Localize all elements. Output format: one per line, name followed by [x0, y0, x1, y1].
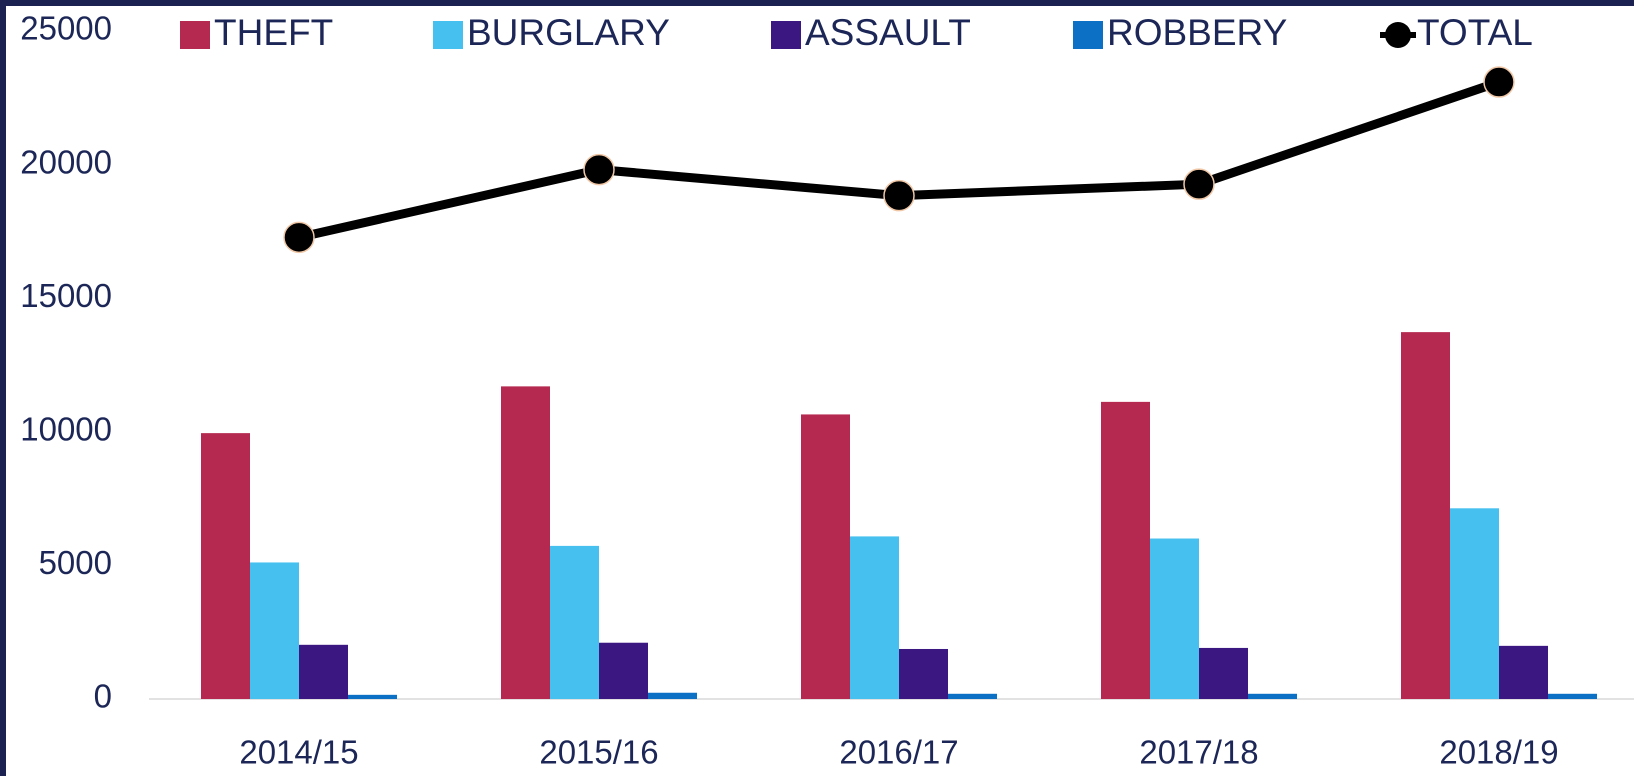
bar: [1450, 508, 1499, 699]
legend-label: TOTAL: [1417, 12, 1533, 53]
line-marker: [1483, 66, 1515, 98]
bar: [201, 433, 250, 699]
x-tick-label: 2017/18: [1139, 734, 1258, 771]
line-marker: [283, 221, 315, 254]
legend-label: ASSAULT: [805, 12, 971, 53]
bar: [850, 536, 899, 699]
y-tick-label: 20000: [20, 143, 112, 180]
bar: [501, 386, 550, 699]
bar: [1548, 693, 1597, 699]
x-tick-label: 2018/19: [1439, 734, 1558, 771]
bar: [1101, 401, 1150, 699]
legend-swatch: [1073, 21, 1103, 49]
bar: [1499, 645, 1548, 699]
legend-swatch: [180, 21, 210, 49]
bar: [1150, 538, 1199, 699]
bar: [250, 562, 299, 699]
x-tick-label: 2014/15: [239, 734, 358, 771]
bar: [550, 545, 599, 699]
bar: [299, 644, 348, 699]
x-tick-label: 2016/17: [839, 734, 958, 771]
legend-label: ROBBERY: [1107, 12, 1287, 53]
legend-swatch: [771, 21, 801, 49]
legend-swatch: [1385, 22, 1411, 48]
y-tick-label: 15000: [20, 277, 112, 314]
y-tick-label: 25000: [20, 10, 112, 47]
bar: [801, 414, 850, 699]
y-tick-label: 5000: [39, 544, 112, 581]
legend-label: THEFT: [214, 12, 333, 53]
line-marker: [1183, 168, 1215, 200]
legend-swatch: [433, 21, 463, 49]
bar: [648, 692, 697, 699]
bar: [1248, 693, 1297, 699]
x-tick-label: 2015/16: [539, 734, 658, 771]
bar: [348, 694, 397, 699]
legend-label: BURGLARY: [467, 12, 670, 53]
bar: [599, 642, 648, 699]
bar: [899, 648, 948, 699]
line-marker: [583, 153, 615, 186]
y-tick-label: 0: [94, 678, 112, 715]
bar: [948, 693, 997, 699]
bar: [1199, 647, 1248, 699]
bar: [1401, 332, 1450, 699]
y-tick-label: 10000: [20, 411, 112, 448]
line-marker: [883, 179, 915, 212]
